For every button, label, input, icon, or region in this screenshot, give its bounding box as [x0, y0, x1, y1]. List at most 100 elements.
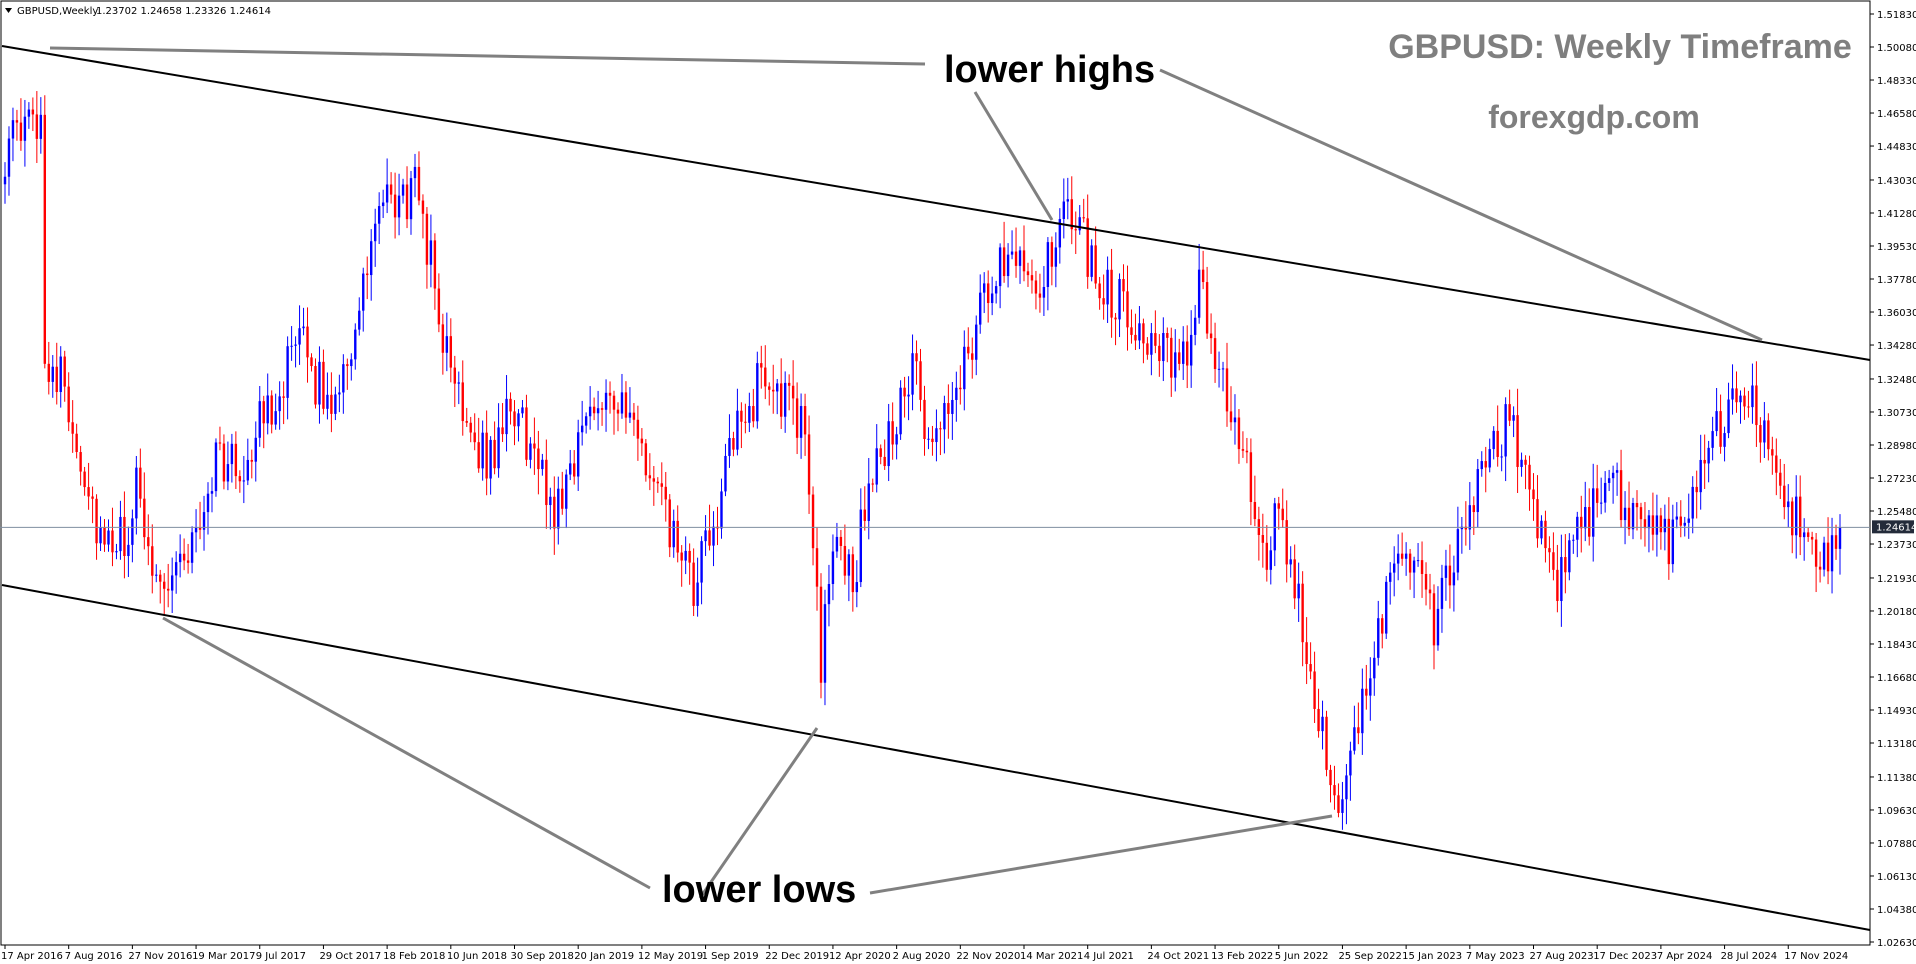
candle — [787, 374, 791, 411]
candle — [1058, 208, 1062, 264]
candle — [624, 381, 628, 434]
candle — [1353, 705, 1356, 755]
candle-body — [1623, 507, 1627, 521]
candle-body — [608, 392, 612, 396]
candle — [302, 307, 305, 336]
candle — [1671, 504, 1675, 573]
candle — [549, 487, 552, 530]
candle — [298, 305, 301, 365]
candle-body — [23, 116, 27, 141]
y-tick-label: 1.32480 — [1877, 375, 1916, 386]
candle-body — [998, 247, 1002, 287]
candle-body — [799, 406, 803, 438]
candle — [1193, 304, 1197, 346]
candle — [1699, 434, 1702, 510]
candle — [764, 345, 767, 400]
candle-body — [362, 273, 365, 311]
candle — [1572, 534, 1575, 554]
candle-body — [234, 443, 238, 477]
candle-body — [1424, 574, 1428, 590]
candle-body — [1635, 502, 1639, 508]
candle-body — [835, 536, 839, 552]
candle-body — [1416, 560, 1420, 562]
candle — [1365, 664, 1368, 710]
candle — [561, 471, 564, 515]
candle — [1723, 426, 1726, 462]
candle-body — [1114, 317, 1117, 320]
y-tick-label: 1.13180 — [1877, 739, 1916, 750]
candle — [107, 519, 110, 552]
candle-body — [1408, 553, 1412, 573]
candle-body — [334, 394, 337, 414]
candle-body — [935, 428, 938, 443]
candle-body — [1810, 536, 1814, 540]
candle-body — [895, 434, 898, 445]
candle-body — [461, 382, 464, 422]
candle — [413, 153, 417, 198]
candle — [1783, 463, 1786, 520]
candle-body — [919, 361, 922, 400]
lower-channel-line — [1, 584, 1871, 931]
candle — [294, 336, 297, 368]
candle — [489, 436, 492, 495]
candle — [501, 403, 504, 442]
candle — [1428, 573, 1432, 610]
candle — [1392, 546, 1396, 597]
candle — [330, 372, 333, 433]
candle — [1592, 463, 1595, 562]
candle — [1301, 571, 1304, 667]
candle — [1452, 555, 1456, 612]
candle-body — [1536, 499, 1539, 539]
candle-body — [1504, 404, 1507, 457]
candle-body — [1759, 425, 1762, 443]
candle — [131, 509, 134, 563]
candle-body — [1707, 447, 1710, 464]
candle — [186, 543, 190, 574]
candle-body — [1205, 282, 1209, 334]
candle — [1166, 327, 1169, 363]
candle-body — [274, 411, 277, 425]
candle-body — [951, 399, 954, 414]
x-tick-label: 27 Nov 2016 — [128, 951, 192, 962]
candle-body — [1834, 535, 1838, 549]
candle-body — [202, 512, 206, 530]
candle-body — [1237, 417, 1241, 450]
x-tick-label: 15 Jan 2023 — [1402, 951, 1462, 962]
candle-body — [584, 416, 588, 426]
candle — [915, 340, 918, 385]
candle-body — [803, 406, 807, 435]
candle — [326, 372, 329, 420]
y-tick-label: 1.39530 — [1877, 242, 1916, 253]
candle — [855, 560, 859, 608]
candle-body — [1588, 507, 1591, 537]
candle-body — [27, 109, 31, 117]
candle — [1150, 323, 1153, 376]
candle — [159, 569, 162, 604]
candle — [346, 358, 349, 390]
candle — [469, 416, 472, 443]
candle — [505, 375, 508, 452]
candle-body — [521, 407, 524, 414]
candle — [1830, 517, 1834, 594]
candle-body — [664, 486, 667, 500]
x-tick-label: 22 Nov 2020 — [956, 951, 1020, 962]
candle-body — [541, 459, 544, 470]
candle-body — [358, 310, 361, 330]
candle-body — [501, 427, 504, 435]
candle-body — [1412, 560, 1416, 573]
candle-body — [1524, 459, 1527, 465]
candle — [811, 486, 815, 566]
candle — [1468, 482, 1472, 550]
candle-body — [1106, 269, 1109, 305]
candle — [1404, 542, 1408, 576]
candle-body — [242, 480, 246, 482]
candle-body — [421, 200, 425, 214]
candle-body — [696, 582, 699, 606]
x-tick-label: 4 Jul 2021 — [1084, 951, 1134, 962]
candle-body — [517, 413, 520, 427]
candle — [588, 386, 592, 430]
candle-body — [1182, 341, 1185, 364]
candle-body — [592, 406, 596, 414]
candle — [867, 457, 870, 540]
